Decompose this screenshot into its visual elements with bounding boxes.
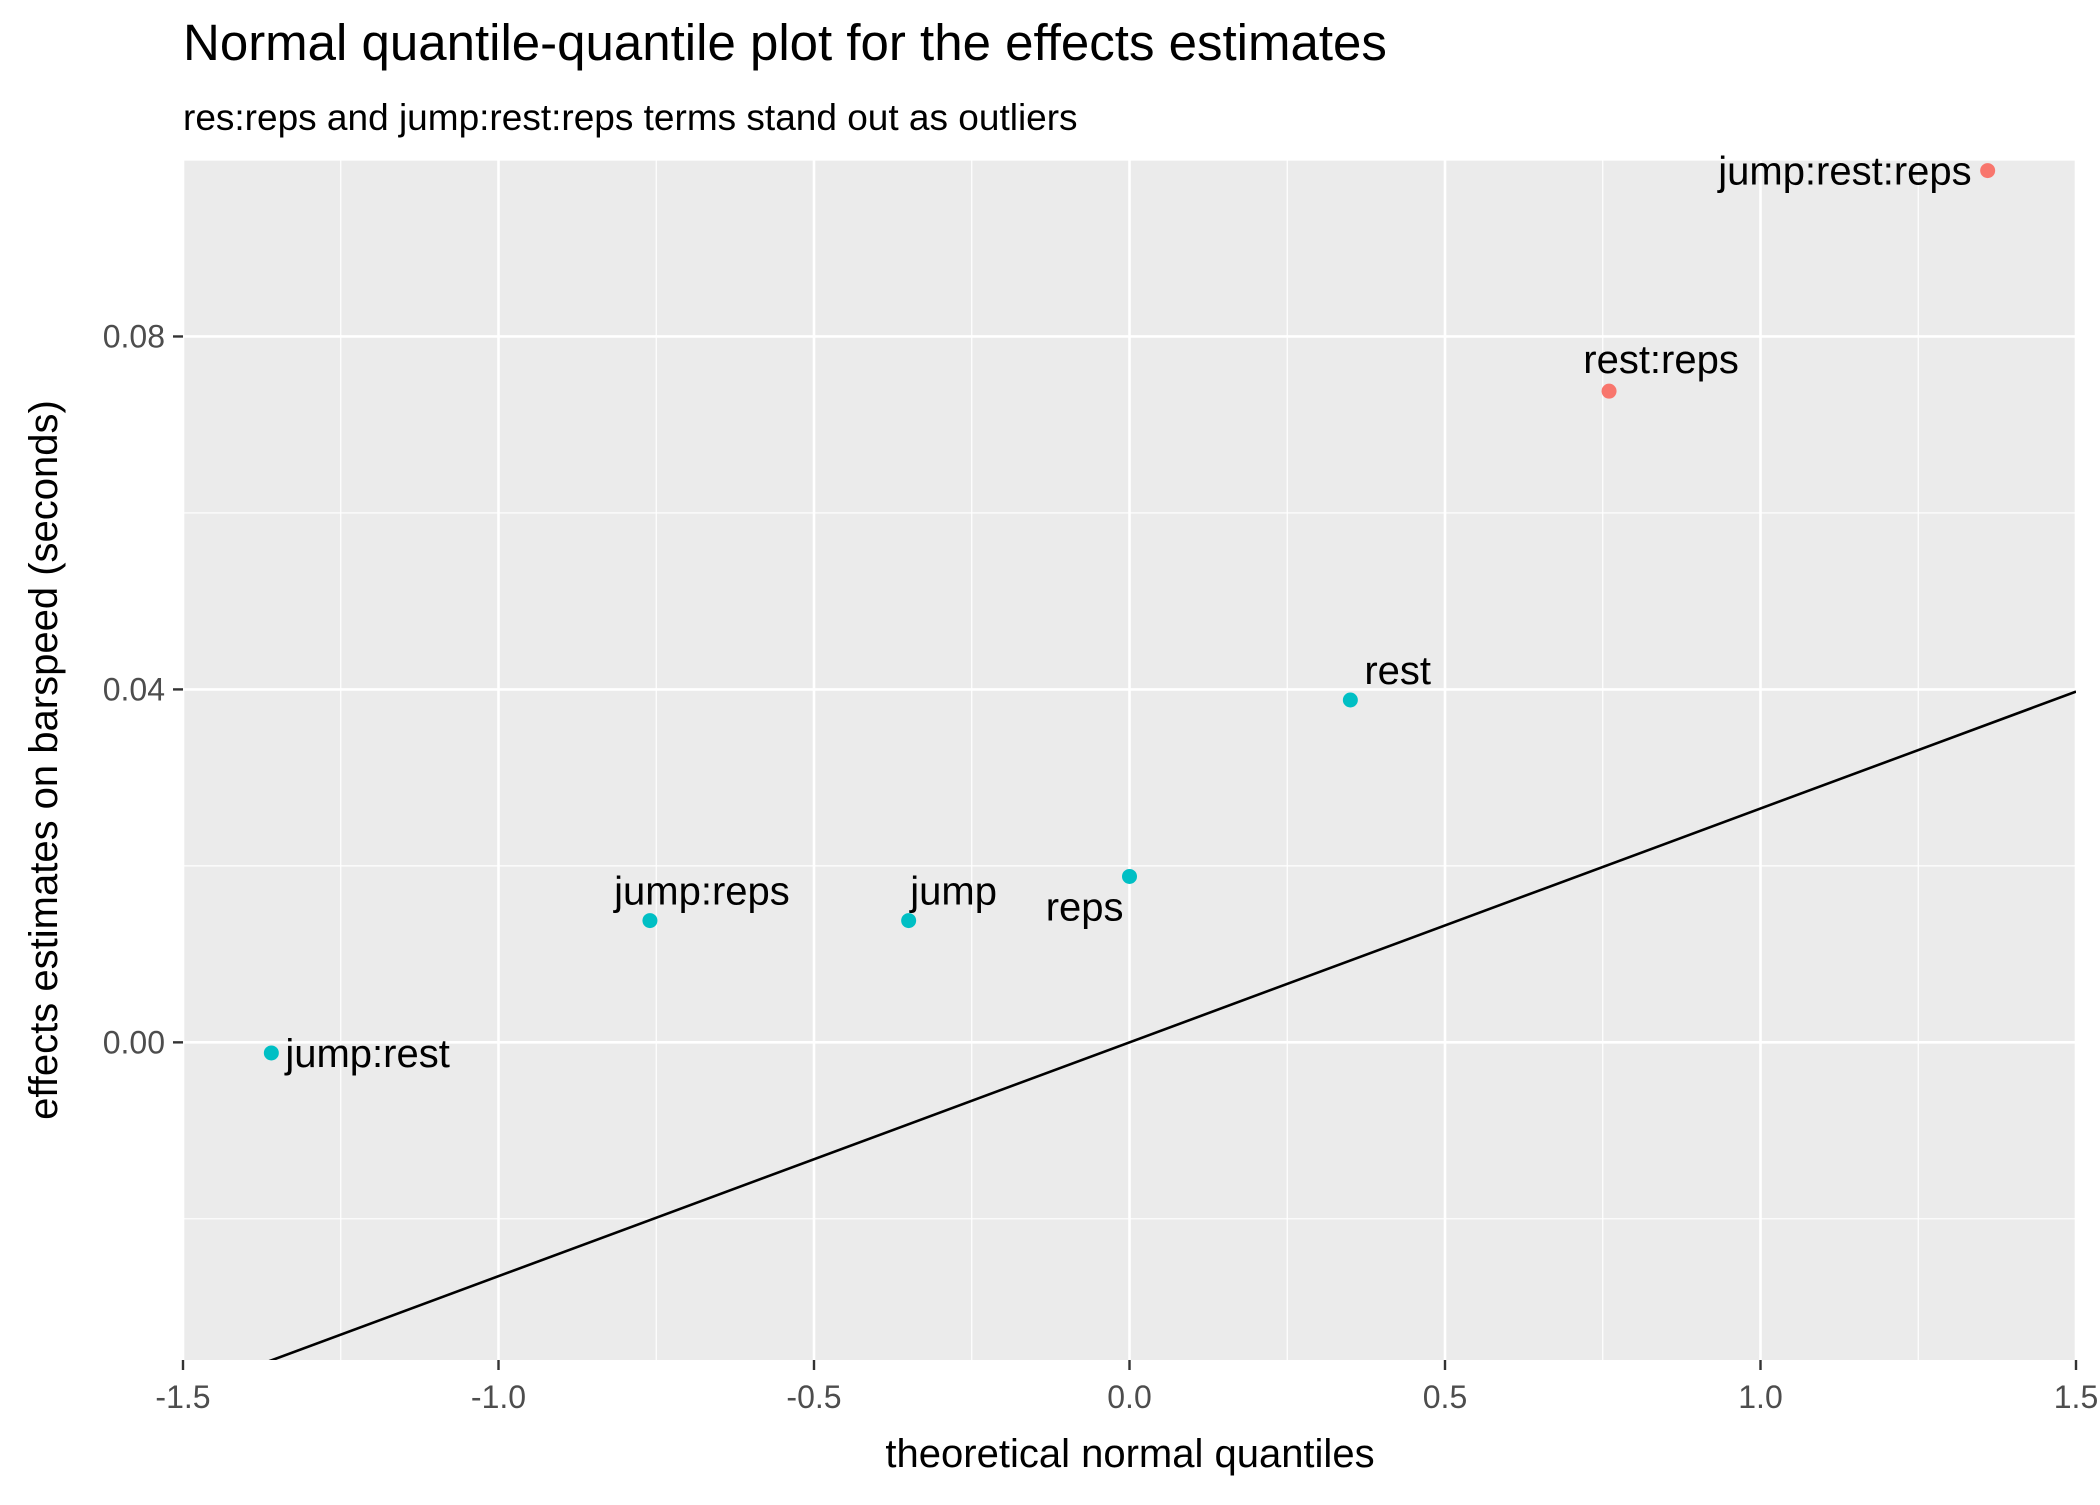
chart-subtitle: res:reps and jump:rest:reps terms stand …: [183, 97, 1078, 138]
y-axis-title: effects estimates on barspeed (seconds): [22, 400, 66, 1120]
data-label: rest: [1364, 649, 1431, 693]
data-label: reps: [1046, 885, 1124, 929]
x-tick-label: -0.5: [786, 1379, 841, 1415]
data-point: [1342, 692, 1358, 708]
data-label: rest:reps: [1583, 338, 1739, 382]
y-tick-label: 0.08: [103, 318, 165, 354]
plot-panel-group: [173, 159, 2078, 1370]
y-tick-label: 0.04: [103, 671, 165, 707]
data-point: [1601, 383, 1617, 399]
data-label: jump: [909, 870, 997, 914]
x-tick-label: 0.5: [1423, 1379, 1467, 1415]
data-point: [1122, 868, 1137, 884]
data-point: [901, 913, 917, 929]
x-tick-label: 0.0: [1107, 1379, 1151, 1415]
chart-title: Normal quantile-quantile plot for the ef…: [183, 14, 1387, 71]
x-axis-title: theoretical normal quantiles: [885, 1432, 1374, 1476]
data-label: jump:rest:reps: [1717, 150, 1971, 194]
data-point: [263, 1045, 279, 1061]
x-tick-label: -1.5: [155, 1379, 210, 1415]
x-tick-label: 1.0: [1738, 1379, 1782, 1415]
x-tick-label: -1.0: [471, 1379, 526, 1415]
y-tick-label: 0.00: [103, 1024, 165, 1060]
reference-line: [268, 690, 2076, 1360]
data-point: [642, 913, 658, 929]
data-point: [1980, 163, 1996, 179]
x-tick-label: 1.5: [2054, 1379, 2098, 1415]
data-label: jump:rest: [284, 1032, 450, 1076]
data-label: jump:reps: [613, 870, 790, 914]
